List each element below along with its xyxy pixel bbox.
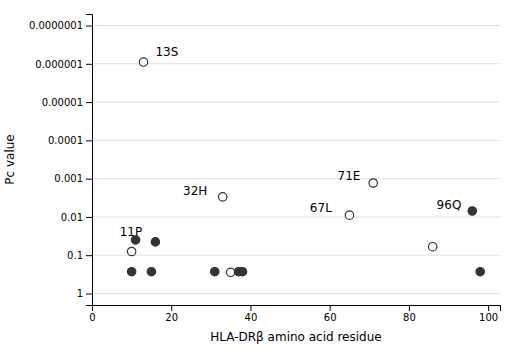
tick-mark xyxy=(86,217,92,218)
tick: 0.0000001 xyxy=(29,20,92,31)
tick-label: 0.001 xyxy=(54,173,83,184)
tick-mark xyxy=(86,102,92,103)
annotations: 13S 32H 67L 71E 11P 96Q xyxy=(120,45,462,239)
tick-label: 0.01 xyxy=(61,212,83,223)
tick-mark xyxy=(86,293,92,294)
annotation: 32H xyxy=(183,184,207,198)
grid-line xyxy=(92,178,500,179)
open-point xyxy=(219,193,227,201)
y-axis: 0.0000001 0.000001 0.00001 0.0001 0.001 0.01 0… xyxy=(29,15,93,306)
tick-mark xyxy=(86,64,92,65)
tick-mark xyxy=(86,140,92,141)
tick: 40 xyxy=(245,305,258,323)
tick-label: 0.00001 xyxy=(42,97,83,108)
tick: 0 xyxy=(89,305,95,323)
tick-mark xyxy=(86,179,92,180)
tick-mark xyxy=(488,305,489,311)
filled-point xyxy=(127,268,135,276)
tick-label: 80 xyxy=(403,312,416,323)
grid-line xyxy=(92,25,500,26)
tick-mark xyxy=(330,305,331,311)
filled-point xyxy=(476,268,484,276)
tick: 0.01 xyxy=(61,212,92,223)
tick-label: 0.0001 xyxy=(48,135,83,146)
filled-point xyxy=(151,238,159,246)
tick: 60 xyxy=(324,305,337,323)
filled-point xyxy=(211,268,219,276)
chart: 0204060801000.00000010.0000010.000010.00… xyxy=(0,0,522,351)
grid-line xyxy=(92,102,500,103)
axis-line xyxy=(93,306,501,312)
tick-mark xyxy=(171,305,172,311)
tick: 100 xyxy=(479,305,498,323)
tick-label: 60 xyxy=(324,312,337,323)
grid-line xyxy=(92,255,500,256)
annotation: 71E xyxy=(338,169,361,183)
annotation: 96Q xyxy=(437,198,462,212)
annotation: 13S xyxy=(155,45,178,59)
points xyxy=(127,58,484,277)
tick: 0.001 xyxy=(54,173,92,184)
tick: 0.00001 xyxy=(42,97,92,108)
tick: 80 xyxy=(403,305,416,323)
grid-line xyxy=(92,293,500,294)
open-point xyxy=(428,243,436,251)
tick: 0.1 xyxy=(67,250,92,261)
tick-mark xyxy=(86,26,92,27)
tick-label: 0.0000001 xyxy=(29,20,83,31)
tick-label: 40 xyxy=(245,312,258,323)
tick-mark xyxy=(250,305,251,311)
filled-point xyxy=(238,268,246,276)
tick-label: 0.000001 xyxy=(35,59,83,70)
tick: 0.0001 xyxy=(48,135,92,146)
filled-point xyxy=(147,268,155,276)
axis-line xyxy=(86,15,93,306)
x-axis-title: HLA-DRβ amino acid residue xyxy=(210,330,381,344)
filled-point xyxy=(468,207,476,215)
open-point xyxy=(127,247,135,255)
tick-mark xyxy=(86,255,92,256)
grid-line xyxy=(92,140,500,141)
tick-label: 0.1 xyxy=(67,250,83,261)
tick-label: 100 xyxy=(479,312,498,323)
tick: 1 xyxy=(77,288,92,299)
grid-line xyxy=(92,63,500,64)
annotation: 67L xyxy=(310,201,332,215)
tick: 20 xyxy=(165,305,178,323)
open-point xyxy=(345,211,353,219)
tick-label: 0 xyxy=(89,312,95,323)
tick-mark xyxy=(409,305,410,311)
grid xyxy=(92,26,500,294)
y-axis-title: Pc value xyxy=(3,134,17,184)
grid-line xyxy=(92,216,500,217)
annotation: 11P xyxy=(120,225,143,239)
tick-label: 1 xyxy=(77,288,83,299)
open-point xyxy=(226,268,234,276)
x-axis: 0 20 40 60 80 100 xyxy=(89,305,500,323)
open-point xyxy=(369,179,377,187)
tick-label: 20 xyxy=(165,312,178,323)
tick: 0.000001 xyxy=(35,59,92,70)
open-point xyxy=(139,58,147,66)
